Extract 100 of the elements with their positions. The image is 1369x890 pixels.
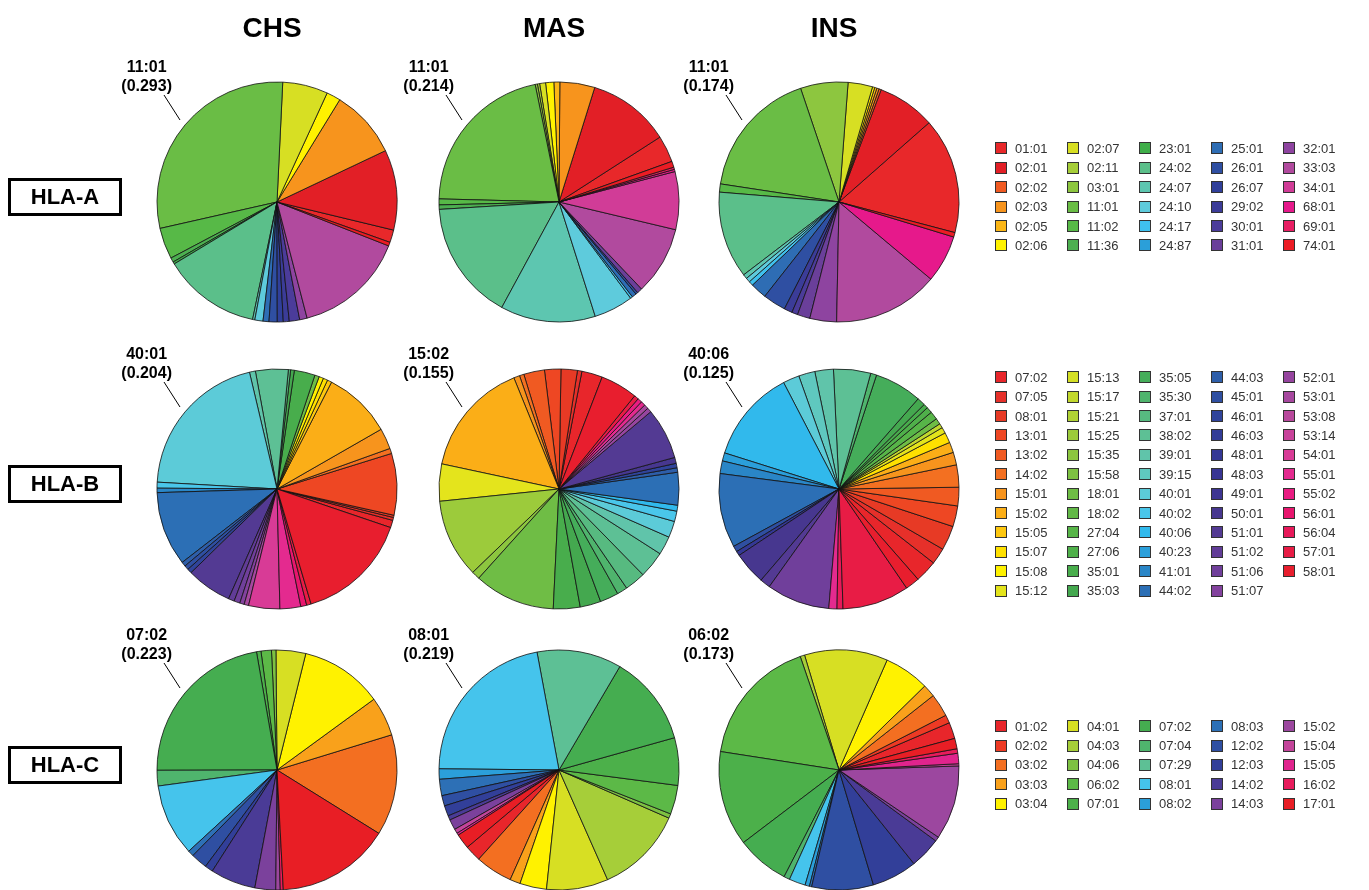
legend-label: 40:02 [1159, 505, 1192, 521]
legend-label: 14:02 [1015, 466, 1048, 482]
legend-label: 51:02 [1231, 544, 1264, 560]
legend-label: 15:05 [1015, 524, 1048, 540]
legend-label: 46:01 [1231, 408, 1264, 424]
legend-label: 39:01 [1159, 447, 1192, 463]
legend-label: 46:03 [1231, 427, 1264, 443]
legend-label: 56:01 [1303, 505, 1336, 521]
slice-label: CHS [241, 12, 303, 44]
legend-label: 01:01 [1015, 140, 1048, 156]
legend-label: 15:21 [1087, 408, 1120, 424]
legend-label: 27:04 [1087, 524, 1120, 540]
text: 11:01 (0.214) [403, 58, 454, 94]
legend-label: 45:01 [1231, 389, 1264, 405]
text: 40:01 (0.204) [121, 345, 172, 381]
legend-label: 15:01 [1015, 486, 1048, 502]
legend-label: 02:02 [1015, 738, 1048, 754]
text: HLA-C [8, 746, 122, 784]
legend-label: 31:01 [1231, 237, 1264, 253]
legend-label: 13:02 [1015, 447, 1048, 463]
text: 15:02 (0.155) [403, 345, 454, 381]
legend-label: 57:01 [1303, 544, 1336, 560]
legend-label: 32:01 [1303, 140, 1336, 156]
text: 40:06 (0.125) [683, 345, 734, 381]
legend-label: 08:02 [1159, 796, 1192, 812]
legend-label: 40:06 [1159, 524, 1192, 540]
legend-label: 12:03 [1231, 757, 1264, 773]
legend-label: 51:01 [1231, 524, 1264, 540]
legend-label: 53:01 [1303, 389, 1336, 405]
legend-label: 15:04 [1303, 738, 1336, 754]
legend-label: 34:01 [1303, 179, 1336, 195]
text: 11:01 (0.293) [121, 58, 172, 94]
legend-label: 44:02 [1159, 583, 1192, 599]
legend-label: 51:06 [1231, 563, 1264, 579]
text: HLA-B [8, 465, 122, 503]
legend-label: 33:03 [1303, 160, 1336, 176]
legend-label: 03:03 [1015, 776, 1048, 792]
legend-label: 25:01 [1231, 140, 1264, 156]
legend-label: 58:01 [1303, 563, 1336, 579]
legend-label: 02:11 [1087, 160, 1119, 176]
legend-label: 15:58 [1087, 466, 1120, 482]
slice-label: INS [809, 12, 859, 44]
legend-label: 02:02 [1015, 179, 1048, 195]
legend-label: 08:03 [1231, 718, 1264, 734]
legend-label: 07:29 [1159, 757, 1192, 773]
legend-label: 02:07 [1087, 140, 1120, 156]
legend-label: 15:05 [1303, 757, 1336, 773]
legend-label: 14:02 [1231, 776, 1264, 792]
legend-label: 02:01 [1015, 160, 1048, 176]
legend-label: 07:05 [1015, 389, 1048, 405]
legend-label: 15:25 [1087, 427, 1120, 443]
legend-label: 02:06 [1015, 237, 1048, 253]
legend-label: 11:02 [1087, 218, 1119, 234]
legend-label: 15:02 [1015, 505, 1048, 521]
legend-label: 56:04 [1303, 524, 1336, 540]
legend-label: 35:01 [1087, 563, 1120, 579]
legend-label: 18:02 [1087, 505, 1120, 521]
legend-label: 08:01 [1159, 776, 1192, 792]
legend-label: 53:08 [1303, 408, 1336, 424]
legend-label: 55:01 [1303, 466, 1336, 482]
legend-label: 23:01 [1159, 140, 1192, 156]
text: 07:02 (0.223) [121, 626, 172, 662]
legend-label: 04:06 [1087, 757, 1120, 773]
legend-label: 14:03 [1231, 796, 1264, 812]
legend-label: 53:14 [1303, 427, 1336, 443]
text: 06:02 (0.173) [683, 626, 734, 662]
legend-label: 48:01 [1231, 447, 1264, 463]
legend-label: 08:01 [1015, 408, 1048, 424]
legend-label: 03:04 [1015, 796, 1048, 812]
legend-label: 16:02 [1303, 776, 1336, 792]
legend-label: 27:06 [1087, 544, 1120, 560]
legend-label: 03:02 [1015, 757, 1048, 773]
legend-label: 15:08 [1015, 563, 1048, 579]
legend-label: 55:02 [1303, 486, 1336, 502]
legend-label: 15:12 [1015, 583, 1048, 599]
slice-label: MAS [521, 12, 587, 44]
legend-label: 07:01 [1087, 796, 1120, 812]
legend-label: 49:01 [1231, 486, 1264, 502]
legend-label: 50:01 [1231, 505, 1264, 521]
legend-label: 35:30 [1159, 389, 1192, 405]
legend-label: 74:01 [1303, 237, 1336, 253]
legend-label: 11:01 [1087, 199, 1119, 215]
text: HLA-A [8, 178, 122, 216]
text: 11:01 (0.174) [683, 58, 734, 94]
legend-label: 04:01 [1087, 718, 1120, 734]
legend-label: 68:01 [1303, 199, 1336, 215]
legend-label: 15:17 [1087, 389, 1120, 405]
legend-label: 07:02 [1015, 369, 1048, 385]
legend-label: 12:02 [1231, 738, 1264, 754]
legend-label: 40:01 [1159, 486, 1192, 502]
legend-label: 11:36 [1087, 237, 1119, 253]
legend-label: 18:01 [1087, 486, 1120, 502]
legend-label: 02:05 [1015, 218, 1048, 234]
legend-label: 24:17 [1159, 218, 1192, 234]
legend-label: 39:15 [1159, 466, 1192, 482]
legend-label: 69:01 [1303, 218, 1336, 234]
legend-label: 15:13 [1087, 369, 1120, 385]
legend-label: 26:01 [1231, 160, 1264, 176]
legend-label: 30:01 [1231, 218, 1264, 234]
text: 08:01 (0.219) [403, 626, 454, 662]
